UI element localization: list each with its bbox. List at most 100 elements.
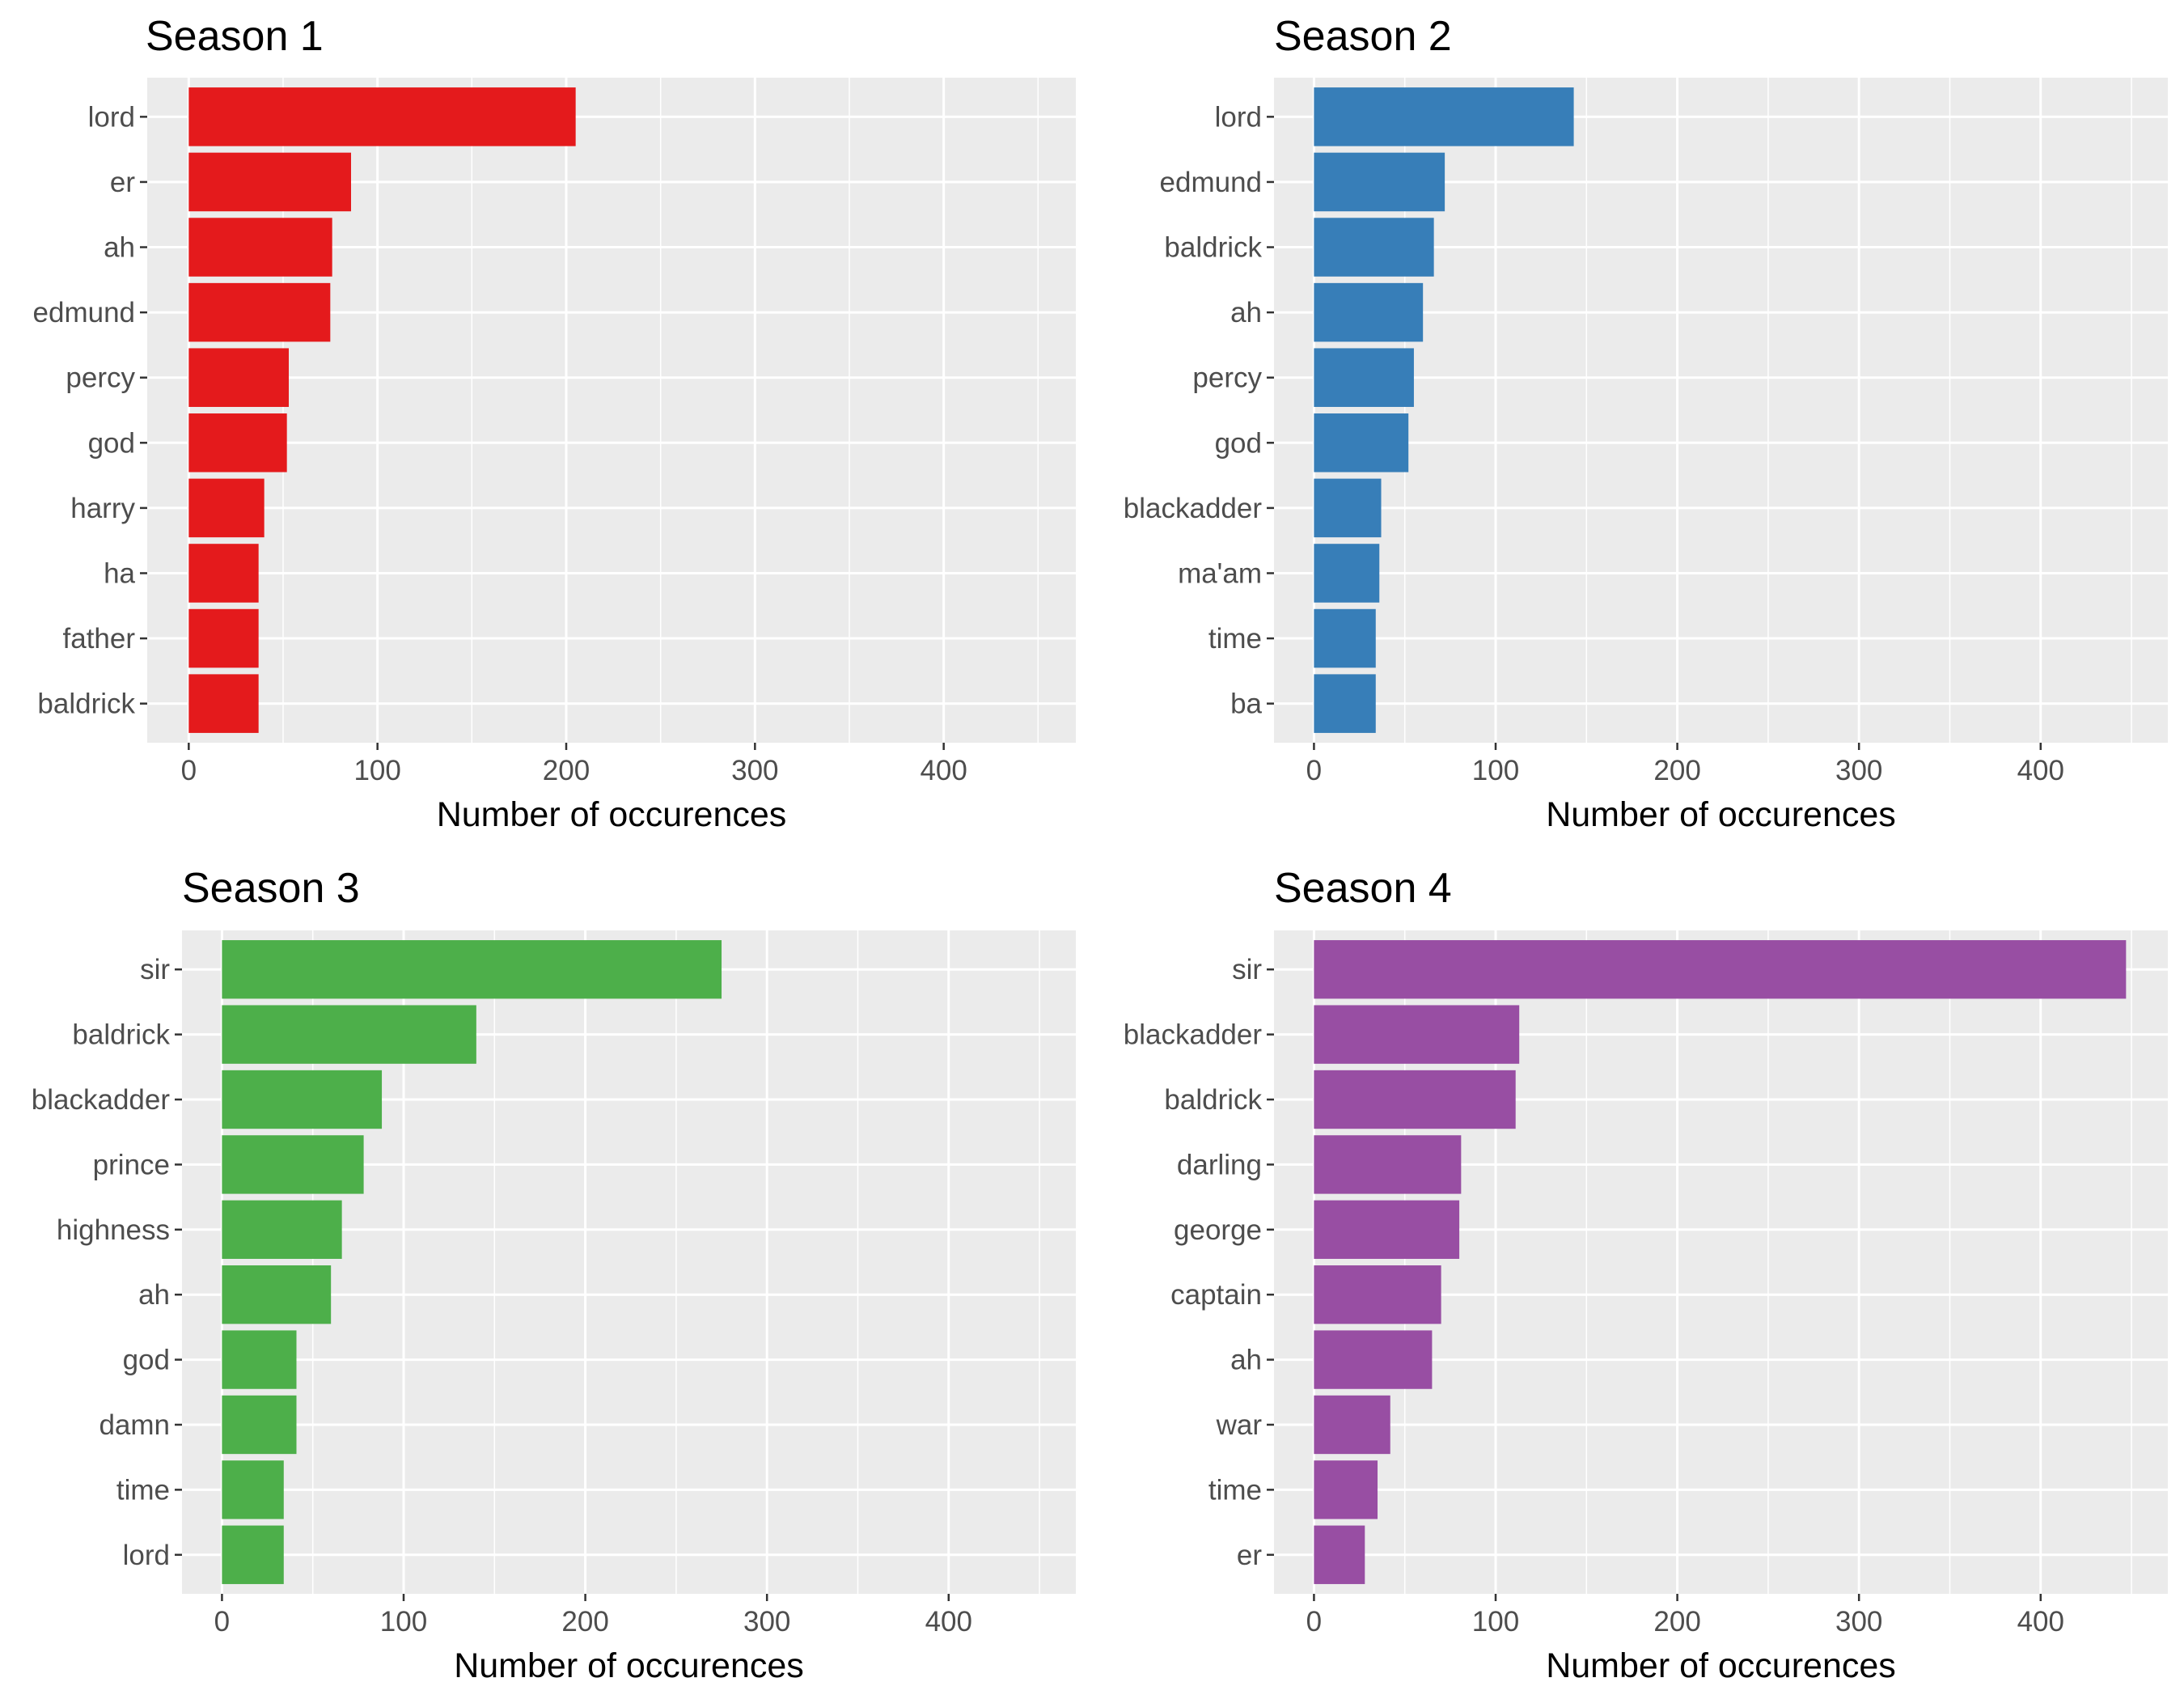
bar-baldrick	[222, 1005, 476, 1064]
bar-edmund	[188, 282, 331, 342]
bar-ah	[222, 1265, 332, 1324]
panel-title: Season 1	[146, 13, 324, 60]
bar-blackadder	[222, 1070, 383, 1129]
panel-4: 0 100 200 300 400 sir blackadder baldrick darlin…	[1124, 865, 2168, 1685]
category-label: blackadder	[32, 1084, 171, 1116]
bar-percy	[1314, 348, 1414, 407]
bar-baldrick	[188, 674, 259, 733]
category-label: time	[1208, 623, 1262, 655]
category-label: sir	[140, 954, 170, 985]
category-label: prince	[93, 1149, 170, 1180]
category-label: ha	[104, 557, 135, 589]
category-label: er	[1237, 1540, 1262, 1571]
category-label: father	[63, 623, 136, 655]
bar-maam	[1314, 544, 1380, 603]
bar-ha	[188, 544, 259, 603]
category-label: ah	[1230, 297, 1262, 328]
x-tick-label: 300	[743, 1606, 790, 1638]
x-tick-label: 200	[1653, 1606, 1700, 1638]
x-tick-label: 200	[1653, 755, 1700, 786]
x-tick-label: 300	[1835, 1606, 1882, 1638]
x-tick-label: 300	[731, 755, 778, 786]
x-tick-label: 0	[181, 755, 197, 786]
bar-god	[188, 413, 287, 472]
category-label: captain	[1170, 1279, 1262, 1311]
panel-title: Season 2	[1274, 13, 1452, 60]
bar-lord	[1314, 87, 1574, 146]
bar-war	[1314, 1395, 1390, 1455]
bar-god	[1314, 413, 1409, 472]
bar-sir	[222, 940, 722, 999]
category-label: ba	[1230, 688, 1262, 720]
category-label: percy	[66, 362, 135, 394]
category-label: baldrick	[1164, 232, 1262, 264]
category-label: sir	[1232, 954, 1262, 985]
x-tick-label: 0	[1306, 755, 1322, 786]
x-axis-title: Number of occurences	[1546, 1646, 1896, 1685]
category-label: highness	[57, 1214, 170, 1246]
bar-darling	[1314, 1135, 1462, 1194]
category-label: baldrick	[37, 688, 135, 720]
category-label: edmund	[33, 297, 135, 328]
bar-percy	[188, 348, 289, 407]
panel-1: 0 100 200 300 400 lord er ah edmund percy god harry…	[33, 13, 1076, 834]
bar-ah	[1314, 1330, 1433, 1389]
bar-baldrick	[1314, 218, 1434, 277]
category-label: god	[88, 427, 135, 459]
x-tick-label: 100	[1472, 755, 1519, 786]
bar-george	[1314, 1200, 1460, 1259]
bar-ba	[1314, 674, 1376, 733]
bar-god	[222, 1330, 297, 1389]
bar-blackadder	[1314, 1005, 1520, 1064]
category-label: time	[116, 1474, 170, 1506]
panel-title: Season 3	[182, 865, 360, 912]
x-tick-label: 100	[1472, 1606, 1519, 1638]
x-tick-label: 400	[2017, 1606, 2064, 1638]
category-label: god	[1215, 427, 1262, 459]
category-label: baldrick	[72, 1019, 170, 1051]
category-label: edmund	[1160, 167, 1262, 198]
bar-father	[188, 608, 259, 668]
category-label: blackadder	[1124, 1019, 1263, 1051]
category-label: war	[1216, 1409, 1263, 1441]
bar-time	[1314, 608, 1376, 668]
x-axis-title: Number of occurences	[437, 795, 787, 834]
bar-damn	[222, 1395, 297, 1455]
bar-er	[1314, 1525, 1365, 1584]
bar-er	[188, 152, 351, 212]
category-label: george	[1174, 1214, 1262, 1246]
category-label: lord	[1215, 101, 1262, 133]
x-tick-label: 400	[920, 755, 967, 786]
bar-captain	[1314, 1265, 1441, 1324]
bar-lord	[188, 87, 576, 146]
x-tick-label: 300	[1835, 755, 1882, 786]
bar-edmund	[1314, 152, 1445, 212]
x-tick-label: 400	[925, 1606, 972, 1638]
category-label: ah	[104, 232, 135, 264]
category-label: lord	[123, 1540, 170, 1571]
bar-ah	[188, 218, 332, 277]
category-label: ah	[1230, 1345, 1262, 1376]
category-label: ah	[138, 1279, 170, 1311]
x-tick-label: 100	[380, 1606, 427, 1638]
category-label: blackadder	[1124, 493, 1263, 524]
category-label: damn	[99, 1409, 170, 1441]
category-label: ma'am	[1178, 557, 1262, 589]
bar-sir	[1314, 940, 2127, 999]
bar-ah	[1314, 282, 1424, 342]
x-tick-label: 0	[1306, 1606, 1322, 1638]
category-label: god	[123, 1345, 170, 1376]
category-label: time	[1208, 1474, 1262, 1506]
x-tick-label: 200	[543, 755, 590, 786]
category-label: lord	[88, 101, 135, 133]
panel-3: 0 100 200 300 400 sir baldrick blackadder prince…	[32, 865, 1076, 1685]
bar-lord	[222, 1525, 284, 1584]
bar-blackadder	[1314, 478, 1382, 538]
bar-highness	[222, 1200, 342, 1259]
category-label: darling	[1177, 1149, 1262, 1180]
panel-2: 0 100 200 300 400 lord edmund baldrick ah percy go…	[1124, 13, 2168, 834]
x-tick-label: 400	[2017, 755, 2064, 786]
x-tick-label: 100	[353, 755, 400, 786]
x-axis-title: Number of occurences	[1546, 795, 1896, 834]
